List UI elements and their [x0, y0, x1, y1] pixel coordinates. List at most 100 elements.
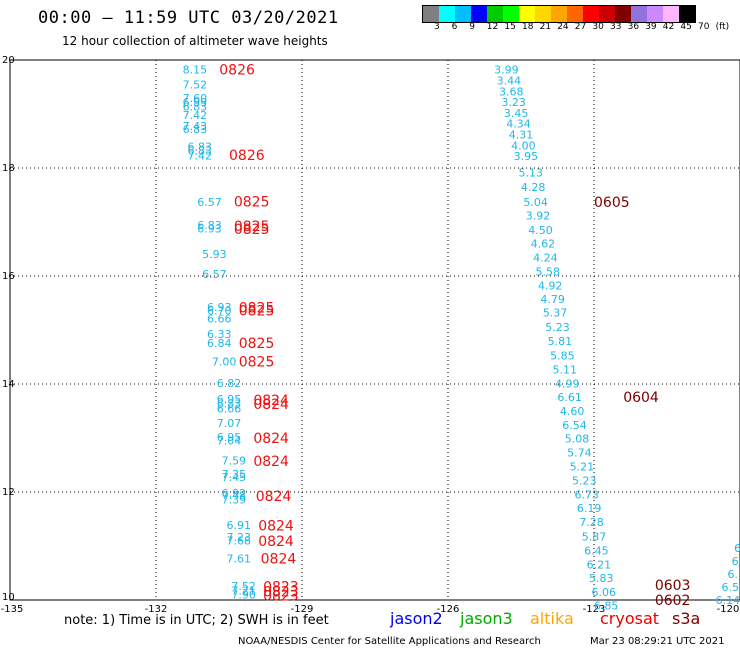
wave-height-value: 6.83 [183, 123, 208, 136]
color-scale-label: 33 [610, 22, 622, 32]
wave-height-value: 7.90 [231, 589, 256, 602]
wave-height-value: 6.83 [183, 100, 208, 113]
wave-height-value: 5.13 [518, 166, 543, 179]
color-scale-label: 6 [451, 22, 458, 32]
wave-height-value: 8.15 [183, 64, 208, 77]
wave-height-value: 4.79 [540, 293, 565, 306]
credit-line: NOAA/NESDIS Center for Satellite Applica… [238, 636, 541, 647]
footer-note: note: 1) Time is in UTC; 2) SWH is in fe… [64, 613, 329, 628]
wave-height-value: 4.92 [538, 280, 563, 293]
wave-height-value: 6.92 [222, 487, 247, 500]
color-scale-label: 39 [645, 22, 657, 32]
color-swatch [615, 6, 631, 22]
wave-height-value: 6. [727, 568, 738, 581]
wave-height-value: 6.83 [188, 145, 213, 158]
wave-height-value: 3.45 [504, 107, 529, 120]
wave-height-value: 6.5 [722, 581, 740, 594]
y-tick-label: 14 [2, 379, 15, 390]
y-tick-label: 16 [2, 271, 15, 282]
pass-time-label: 0824 [256, 489, 292, 505]
pass-time-label: 0824 [253, 454, 289, 470]
wave-height-value: 6.45 [584, 544, 609, 557]
map-frame [9, 59, 740, 601]
wave-height-value: 6.82 [217, 377, 242, 390]
wave-height-value: 3.44 [497, 75, 522, 88]
wave-height-value: 7.45 [222, 471, 247, 484]
satellite-legend-cryosat: cryosat [600, 609, 660, 628]
wave-height-value: 3.23 [501, 96, 526, 109]
color-scale-label: 21 [539, 22, 552, 32]
wave-height-value: 4.62 [531, 238, 556, 251]
satellite-legend-jason3: jason3 [460, 609, 513, 628]
color-scale-labels: 3 6 9 12 15 18 21 24 27 30 33 36 39 42 45 70 (ft) [422, 22, 740, 34]
wave-height-value: 7.42 [188, 150, 213, 163]
x-tick-label: -132 [145, 604, 168, 615]
color-scale-label: 12 [486, 22, 499, 32]
wave-height-value: 4.24 [533, 252, 558, 265]
wave-height-value: 6.21 [587, 558, 612, 571]
wave-height-value: 7.61 [226, 552, 251, 565]
color-scale-label: 3 [434, 22, 440, 32]
pass-time-label: 0824 [253, 431, 289, 447]
wave-height-value: 6.83 [188, 140, 213, 153]
pass-time-label: 0824 [253, 397, 289, 413]
wave-height-value: 3.99 [494, 64, 519, 77]
satellite-legend-jason2: jason2 [390, 609, 443, 628]
wave-height-value: 6.95 [217, 393, 242, 406]
wave-height-value: 4.99 [555, 377, 580, 390]
wave-height-value: 6.06 [591, 586, 616, 599]
wave-height-value: 5.87 [582, 530, 607, 543]
y-tick-label: 10 [2, 592, 15, 603]
wave-height-value: 6.99 [183, 96, 208, 109]
pass-time-label: 0826 [229, 148, 265, 164]
wave-height-value: 6.14 [716, 594, 740, 607]
page-title: 00:00 – 11:59 UTC 03/20/2021 [38, 8, 339, 28]
wave-height-value: 6.54 [562, 419, 587, 432]
pass-time-label: 0823 [263, 580, 299, 596]
pass-time-label: 0825 [239, 354, 275, 370]
color-swatch [471, 6, 487, 22]
wave-height-value: 7.43 [183, 120, 208, 133]
generated-timestamp: Mar 23 08:29:21 UTC 2021 [590, 636, 725, 647]
wave-height-value: 5.83 [589, 572, 614, 585]
color-scale-label: 45 [680, 22, 692, 32]
color-scale-label: 30 [592, 22, 604, 32]
wave-height-value: 3.92 [526, 210, 551, 223]
color-swatch [567, 6, 583, 22]
color-swatch [423, 6, 439, 22]
wave-height-value: 7.35 [222, 468, 247, 481]
x-tick-label: -129 [291, 604, 314, 615]
y-tick-label: 18 [2, 163, 15, 174]
x-tick-label: -126 [437, 604, 460, 615]
color-swatch [503, 6, 519, 22]
pass-time-label: 0823 [263, 584, 299, 600]
color-scale-label: (ft) [715, 22, 730, 32]
wave-height-value: 7.23 [226, 531, 251, 544]
wave-height-value: 7.00 [212, 355, 237, 368]
color-swatch [599, 6, 615, 22]
satellite-legend-altika: altika [530, 609, 574, 628]
wave-height-value: 5.08 [565, 433, 590, 446]
wave-height-value: 5.85 [550, 349, 575, 362]
color-swatch [631, 6, 647, 22]
wave-height-value: 5.21 [570, 461, 595, 474]
color-swatch [535, 6, 551, 22]
y-tick-label: 12 [2, 487, 15, 498]
color-scale-label: 42 [662, 22, 675, 32]
pass-time-label: 0824 [253, 393, 289, 409]
wave-height-value: 5.11 [553, 363, 578, 376]
pass-time-label: 0824 [258, 534, 294, 550]
pass-time-label: 0826 [219, 63, 255, 79]
color-swatch [647, 6, 663, 22]
pass-time-label: 0603 [655, 578, 691, 594]
color-swatch [583, 6, 599, 22]
wave-height-value: 4.50 [528, 224, 553, 237]
pass-time-label: 0823 [263, 589, 299, 605]
color-scale-label: 15 [504, 22, 516, 32]
wave-height-value: 3.95 [514, 150, 539, 163]
wave-height-value: 6.61 [557, 391, 582, 404]
wave-height-value: 6.83 [217, 397, 242, 410]
pass-time-label: 0824 [261, 551, 297, 567]
pass-time-label: 0824 [258, 518, 294, 534]
